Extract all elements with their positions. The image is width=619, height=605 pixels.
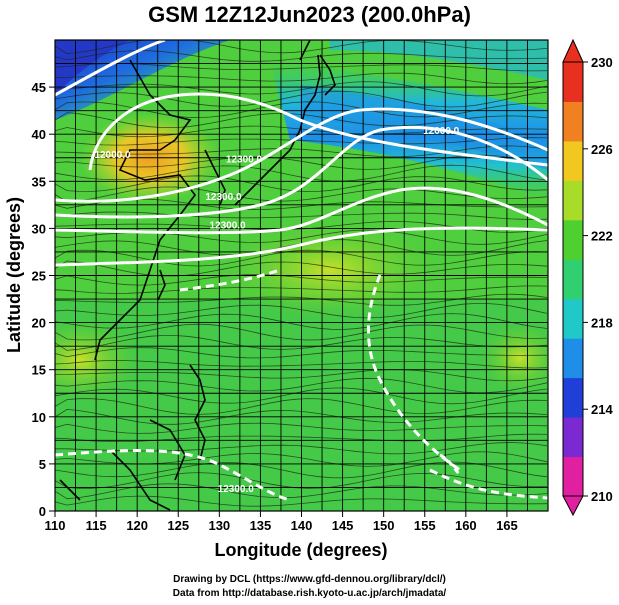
colorbar-segment [563,417,583,458]
x-tick-label: 145 [332,518,354,533]
contour-label: 12300.0 [205,192,242,203]
x-tick-label: 165 [496,518,518,533]
x-tick-label: 155 [414,518,436,533]
colorbar-segment [563,259,583,300]
colorbar-label: 218 [591,315,613,330]
x-tick-label: 130 [208,518,230,533]
y-axis-label: Latitude (degrees) [4,197,24,353]
colorbar-segment [563,456,583,497]
contour-label: 12300.0 [209,220,246,231]
y-tick-label: 20 [32,316,46,331]
y-tick-label: 25 [32,269,46,284]
colorbar: 230 226 222 218 214 210 [562,38,613,517]
y-tick-label: 15 [32,363,46,378]
colorbar-segment [563,338,583,379]
colorbar-segment [563,180,583,221]
colorbar-frame [562,61,584,497]
footer-data-source: Data from http://database.rish.kyoto-u.a… [172,588,447,599]
y-tick-label: 40 [32,127,46,142]
colorbar-label: 210 [591,489,613,504]
colorbar-label: 214 [591,402,613,417]
contour-label: 12300.0 [218,484,255,495]
y-tick-label: 10 [32,410,46,425]
x-tick-label: 150 [373,518,395,533]
colorbar-segment [563,377,583,418]
y-tick-label: 0 [39,504,46,519]
colorbar-segment [563,219,583,260]
x-tick-label: 110 [45,518,66,533]
x-tick-label: 135 [250,518,272,533]
y-tick-label: 30 [32,221,46,236]
colorbar-bottom-arrow [562,495,584,517]
colorbar-top-arrow [562,38,584,63]
y-tick-label: 5 [39,457,46,472]
contour-label: 12000.0 [94,150,131,161]
y-tick-label: 45 [32,80,46,95]
x-tick-label: 120 [126,518,148,533]
x-axis-label: Longitude (degrees) [214,540,387,560]
colorbar-label: 226 [591,142,613,157]
y-tick-label: 35 [32,174,46,189]
footer-credit: Drawing by DCL (https://www.gfd-dennou.o… [173,574,446,585]
colorbar-segment [563,62,583,102]
x-tick-label: 140 [291,518,313,533]
map-title: GSM 12Z12Jun2023 (200.0hPa) [148,2,471,27]
colorbar-segment [563,298,583,339]
x-tick-label: 115 [86,518,107,533]
colorbar-segment [563,101,583,142]
contour-label: 12000.0 [423,126,460,137]
colorbar-label: 230 [591,55,613,70]
temperature-field [55,40,548,511]
x-tick-label: 125 [167,518,189,533]
colorbar-segment [563,140,583,181]
x-tick-label: 160 [455,518,477,533]
contour-label: 12300.0 [226,154,263,165]
colorbar-label: 222 [591,229,613,244]
